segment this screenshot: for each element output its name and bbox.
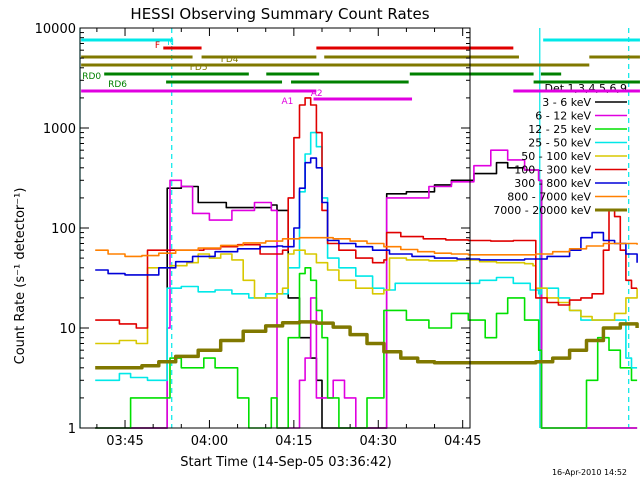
legend-label-6: 300 - 800 keV [514,177,591,190]
legend-label-4: 50 - 100 keV [521,150,591,163]
x-tick-label-0: 03:45 [106,434,143,449]
legend-label-0: 3 - 6 keV [542,96,591,109]
series-line-3 [95,131,638,382]
x-tick-label-3: 04:30 [360,434,397,449]
x-tick-label-1: 04:00 [191,434,228,449]
y-tick-label-1: 10 [59,322,76,337]
series-line-6 [95,157,638,276]
y-axis-label: Count Rate (s⁻¹ detector⁻¹) [13,188,28,365]
flag-label-fd4: FD4 [221,55,239,65]
flag-label-fd5: FD5 [190,63,208,73]
y-tick-label-4: 10000 [35,22,76,37]
legend-label-8: 7000 - 20000 keV [493,204,591,217]
x-axis-label: Start Time (14-Sep-05 03:36:42) [180,455,391,470]
axes: 03:45 04:00 04:15 04:30 04:45 1 10 100 1000 10000 [35,22,482,449]
flag-bars: NF FD4 FD5 RD0 RD6 A2 A1 [81,38,640,107]
series-line-4 [95,249,638,345]
footer-timestamp: 16-Apr-2010 14:52 [552,468,627,477]
legend-label-1: 6 - 12 keV [535,110,591,123]
x-tick-label-2: 04:15 [275,434,312,449]
legend-label-5: 100 - 300 keV [514,164,591,177]
series-line-7 [95,236,638,258]
legend-title: Det 1,3,4,5,6,9 [544,82,627,95]
legend-label-7: 800 - 7000 keV [507,191,591,204]
x-tick-label-4: 04:45 [444,434,481,449]
chart-title: HESSI Observing Summary Count Rates [130,5,429,23]
y-tick-label-0: 1 [68,422,76,437]
series-line-5 [95,97,638,329]
series-line-8 [95,320,639,370]
series-lines [95,97,639,429]
legend-label-3: 25 - 50 keV [528,137,591,150]
legend-label-2: 12 - 25 keV [528,123,591,136]
flag-label-n: N [167,38,174,48]
flag-label-f: F [155,41,160,51]
flag-label-a2: A2 [311,89,323,99]
flag-label-rd0: RD0 [82,72,101,82]
flag-label-a1: A1 [281,97,293,107]
y-tick-label-2: 100 [51,222,76,237]
flag-label-rd6: RD6 [108,80,127,90]
y-tick-label-3: 1000 [43,122,76,137]
